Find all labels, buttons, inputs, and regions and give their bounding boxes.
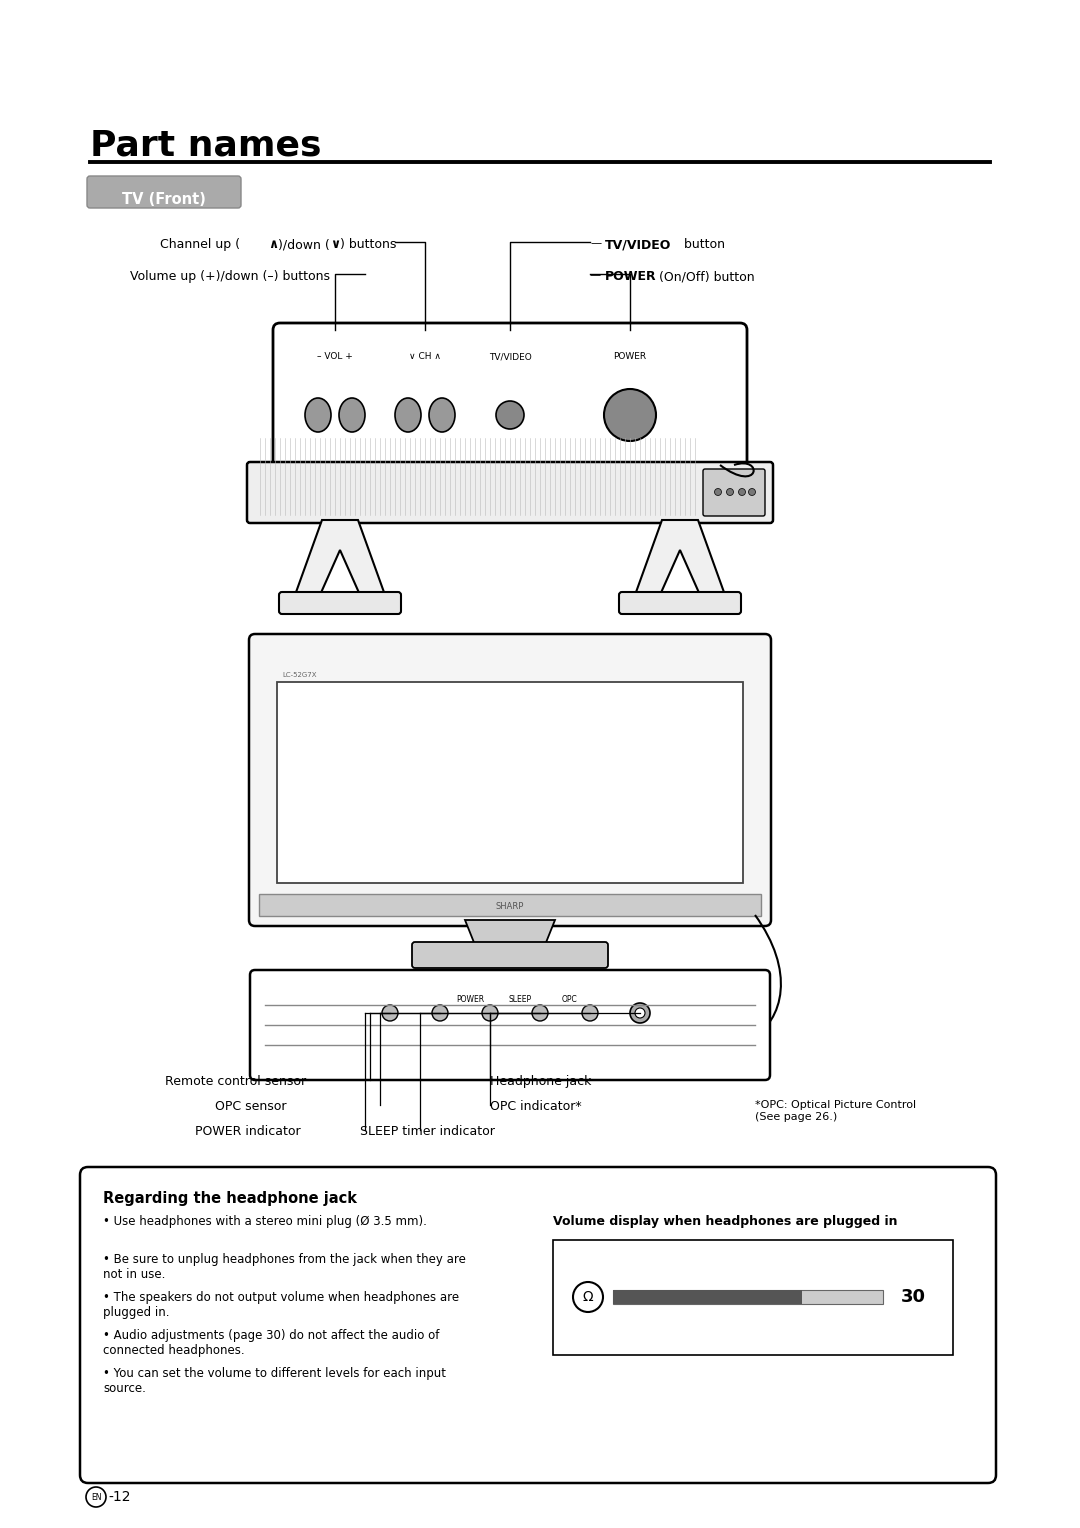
FancyBboxPatch shape [279,591,401,614]
Text: -12: -12 [108,1490,131,1504]
Text: SHARP: SHARP [496,902,524,911]
Text: ∨: ∨ [330,238,340,251]
Bar [613,1290,802,1303]
Text: OPC sensor: OPC sensor [215,1100,286,1112]
Text: OPC indicator*: OPC indicator* [490,1100,582,1112]
Text: • The speakers do not output volume when headphones are
plugged in.: • The speakers do not output volume when… [103,1291,459,1319]
Text: TV/VIDEO: TV/VIDEO [488,351,531,361]
Circle shape [382,1005,399,1021]
FancyBboxPatch shape [249,634,771,926]
Text: • Use headphones with a stereo mini plug (Ø 3.5 mm).: • Use headphones with a stereo mini plug… [103,1215,427,1229]
Text: —: — [590,270,605,280]
Text: Volume display when headphones are plugged in: Volume display when headphones are plugg… [553,1215,897,1229]
Text: ) buttons: ) buttons [340,238,396,251]
Circle shape [635,1008,645,1018]
Text: Volume up (+)/down (–) buttons: Volume up (+)/down (–) buttons [130,270,330,283]
FancyBboxPatch shape [411,941,608,969]
Text: TV/VIDEO: TV/VIDEO [605,238,672,251]
Polygon shape [635,520,725,594]
Circle shape [432,1005,448,1021]
Text: )/down (: )/down ( [278,238,329,251]
Text: POWER: POWER [456,995,484,1004]
Circle shape [582,1005,598,1021]
Text: TV (Front): TV (Front) [122,193,206,206]
Circle shape [496,400,524,429]
Text: LC-52G7X: LC-52G7X [282,672,316,678]
Text: —: — [590,238,602,248]
Circle shape [604,390,656,442]
Ellipse shape [429,397,455,432]
Text: OPC: OPC [562,995,578,1004]
Text: • Be sure to unplug headphones from the jack when they are
not in use.: • Be sure to unplug headphones from the … [103,1253,465,1280]
Text: *OPC: Optical Picture Control
(See page 26.): *OPC: Optical Picture Control (See page … [755,1100,916,1122]
Circle shape [741,908,745,912]
Bar [613,1290,883,1303]
Circle shape [732,908,738,912]
FancyBboxPatch shape [247,461,773,523]
Text: • You can set the volume to different levels for each input
source.: • You can set the volume to different le… [103,1368,446,1395]
Ellipse shape [305,397,330,432]
FancyBboxPatch shape [619,591,741,614]
FancyBboxPatch shape [703,469,765,516]
Circle shape [715,489,721,495]
Circle shape [739,489,745,495]
Circle shape [748,908,754,912]
Polygon shape [295,520,384,594]
Ellipse shape [339,397,365,432]
Text: ∨ CH ∧: ∨ CH ∧ [409,351,441,361]
Text: Channel up (: Channel up ( [160,238,240,251]
Circle shape [630,1002,650,1024]
Polygon shape [465,920,555,944]
Text: SLEEP timer indicator: SLEEP timer indicator [360,1125,495,1138]
Text: POWER indicator: POWER indicator [195,1125,300,1138]
Text: POWER: POWER [613,351,647,361]
Circle shape [86,1487,106,1507]
Circle shape [727,489,733,495]
Text: Part names: Part names [90,128,322,162]
Circle shape [748,489,756,495]
Bar [553,1241,953,1355]
Circle shape [532,1005,548,1021]
Text: 30: 30 [901,1288,926,1306]
FancyBboxPatch shape [87,176,241,208]
Bar [276,681,743,883]
Text: Ω: Ω [583,1290,593,1303]
FancyBboxPatch shape [80,1167,996,1484]
FancyBboxPatch shape [249,970,770,1080]
Text: ∧: ∧ [268,238,279,251]
Text: POWER: POWER [605,270,657,283]
Text: EN: EN [91,1493,102,1502]
FancyBboxPatch shape [273,322,747,472]
Text: button: button [680,238,725,251]
Bar [259,894,761,915]
Circle shape [482,1005,498,1021]
Text: (On/Off) button: (On/Off) button [654,270,755,283]
Text: Regarding the headphone jack: Regarding the headphone jack [103,1190,357,1206]
Circle shape [756,908,760,912]
Text: • Audio adjustments (page 30) do not affect the audio of
connected headphones.: • Audio adjustments (page 30) do not aff… [103,1329,440,1357]
Ellipse shape [395,397,421,432]
Text: Remote control sensor: Remote control sensor [165,1076,306,1088]
Text: Headphone jack: Headphone jack [490,1076,592,1088]
Circle shape [573,1282,603,1313]
Text: SLEEP: SLEEP [509,995,531,1004]
Text: – VOL +: – VOL + [318,351,353,361]
